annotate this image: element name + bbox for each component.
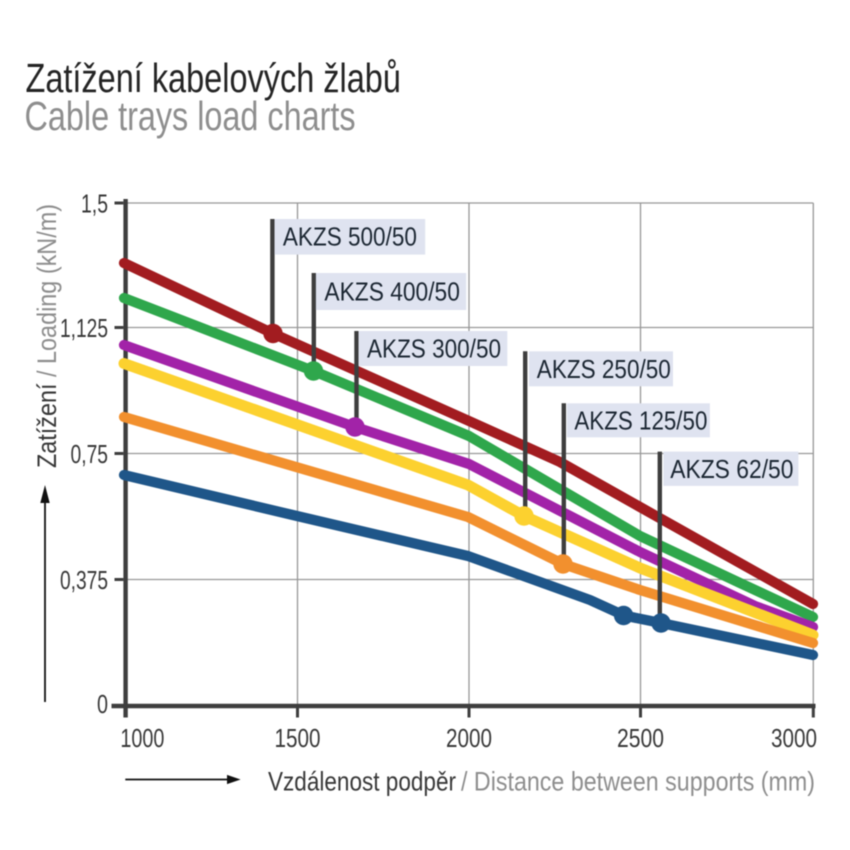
svg-text:0: 0 — [97, 689, 108, 719]
svg-text:/ Distance between supports (m: / Distance between supports (mm) — [461, 767, 815, 797]
svg-text:AKZS 125/50: AKZS 125/50 — [574, 406, 707, 436]
svg-text:Cable trays load charts: Cable trays load charts — [25, 93, 356, 139]
svg-text:Vzdálenost podpěr: Vzdálenost podpěr — [268, 767, 456, 797]
svg-text:0,375: 0,375 — [60, 565, 108, 595]
svg-text:1,125: 1,125 — [60, 313, 108, 343]
svg-text:1500: 1500 — [275, 723, 321, 753]
svg-text:Zatížení / Loading (kN/m): Zatížení / Loading (kN/m) — [32, 204, 62, 468]
svg-text:AKZS 62/50: AKZS 62/50 — [670, 454, 793, 484]
svg-text:AKZS 400/50: AKZS 400/50 — [324, 277, 460, 307]
svg-text:2500: 2500 — [617, 723, 664, 753]
svg-text:1000: 1000 — [120, 723, 164, 753]
svg-text:AKZS 500/50: AKZS 500/50 — [283, 222, 417, 252]
svg-text:AKZS 300/50: AKZS 300/50 — [367, 334, 501, 364]
svg-text:3000: 3000 — [771, 723, 817, 753]
svg-text:2000: 2000 — [446, 723, 492, 753]
svg-text:AKZS 250/50: AKZS 250/50 — [537, 354, 671, 384]
svg-text:0,75: 0,75 — [71, 439, 109, 469]
svg-text:1,5: 1,5 — [81, 188, 108, 218]
svg-text:Zatížení kabelových žlabů: Zatížení kabelových žlabů — [26, 55, 401, 101]
